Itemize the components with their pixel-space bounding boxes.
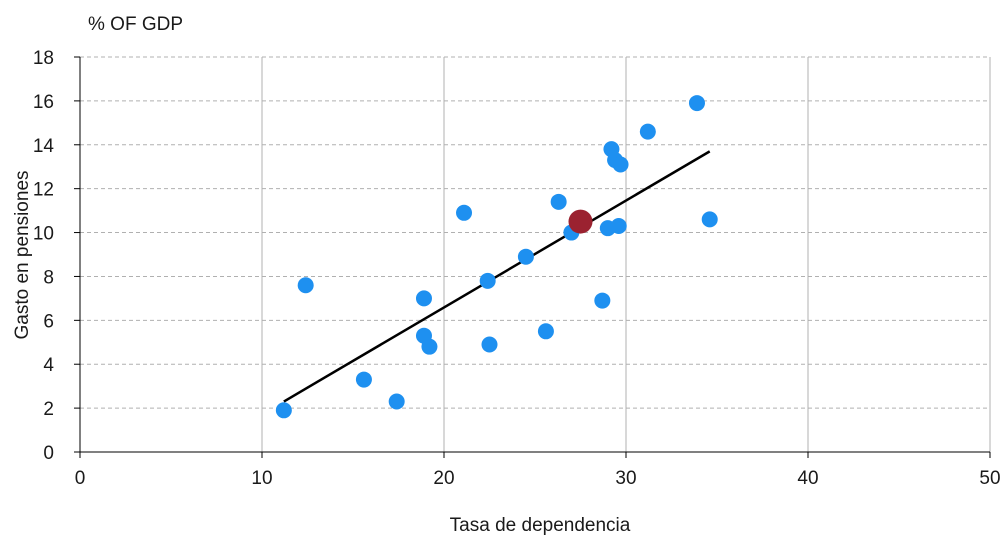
data-point: [550, 193, 567, 210]
data-point: [275, 402, 292, 419]
data-point: [456, 204, 473, 221]
data-point: [594, 292, 611, 309]
highlight-point: [568, 209, 593, 234]
data-point: [481, 336, 498, 353]
data-point: [537, 323, 554, 340]
x-tick-label: 10: [251, 468, 272, 489]
data-point: [701, 211, 718, 228]
data-point: [297, 277, 314, 294]
data-point: [479, 272, 496, 289]
trendline: [283, 150, 711, 403]
y-tick-label: 2: [43, 399, 54, 420]
unit-label: % OF GDP: [88, 14, 184, 35]
y-tick-label: 10: [33, 224, 54, 245]
data-point: [639, 123, 656, 140]
y-tick-label: 4: [43, 355, 54, 376]
y-tick-label: 0: [43, 443, 54, 464]
y-tick-label: 18: [33, 48, 54, 69]
grid: [80, 56, 991, 452]
data-point: [421, 338, 438, 355]
x-tick-label: 50: [979, 468, 1000, 489]
data-point: [388, 393, 405, 410]
tick-labels: 0 2 4 6 8 10 12 14 16 18 0 10 20 30 40 50: [33, 48, 1001, 489]
y-tick-label: 12: [33, 180, 54, 201]
y-tick-label: 14: [33, 136, 55, 157]
x-tick-label: 30: [615, 468, 636, 489]
data-point: [517, 248, 534, 265]
y-tick-label: 16: [33, 92, 54, 113]
data-point: [688, 95, 705, 112]
x-tick-label: 40: [797, 468, 818, 489]
y-tick-label: 8: [43, 267, 54, 288]
x-tick-label: 0: [75, 468, 86, 489]
data-point: [612, 156, 629, 173]
points: [275, 95, 718, 419]
axes: [74, 56, 991, 458]
x-axis-label: Tasa de dependencia: [450, 515, 631, 536]
data-point: [355, 371, 372, 388]
y-tick-label: 6: [43, 311, 54, 332]
y-axis-label: Gasto en pensiones: [12, 170, 33, 339]
data-point: [610, 217, 627, 234]
data-point: [415, 290, 432, 307]
trendline-group: [283, 150, 711, 403]
x-tick-label: 20: [433, 468, 454, 489]
